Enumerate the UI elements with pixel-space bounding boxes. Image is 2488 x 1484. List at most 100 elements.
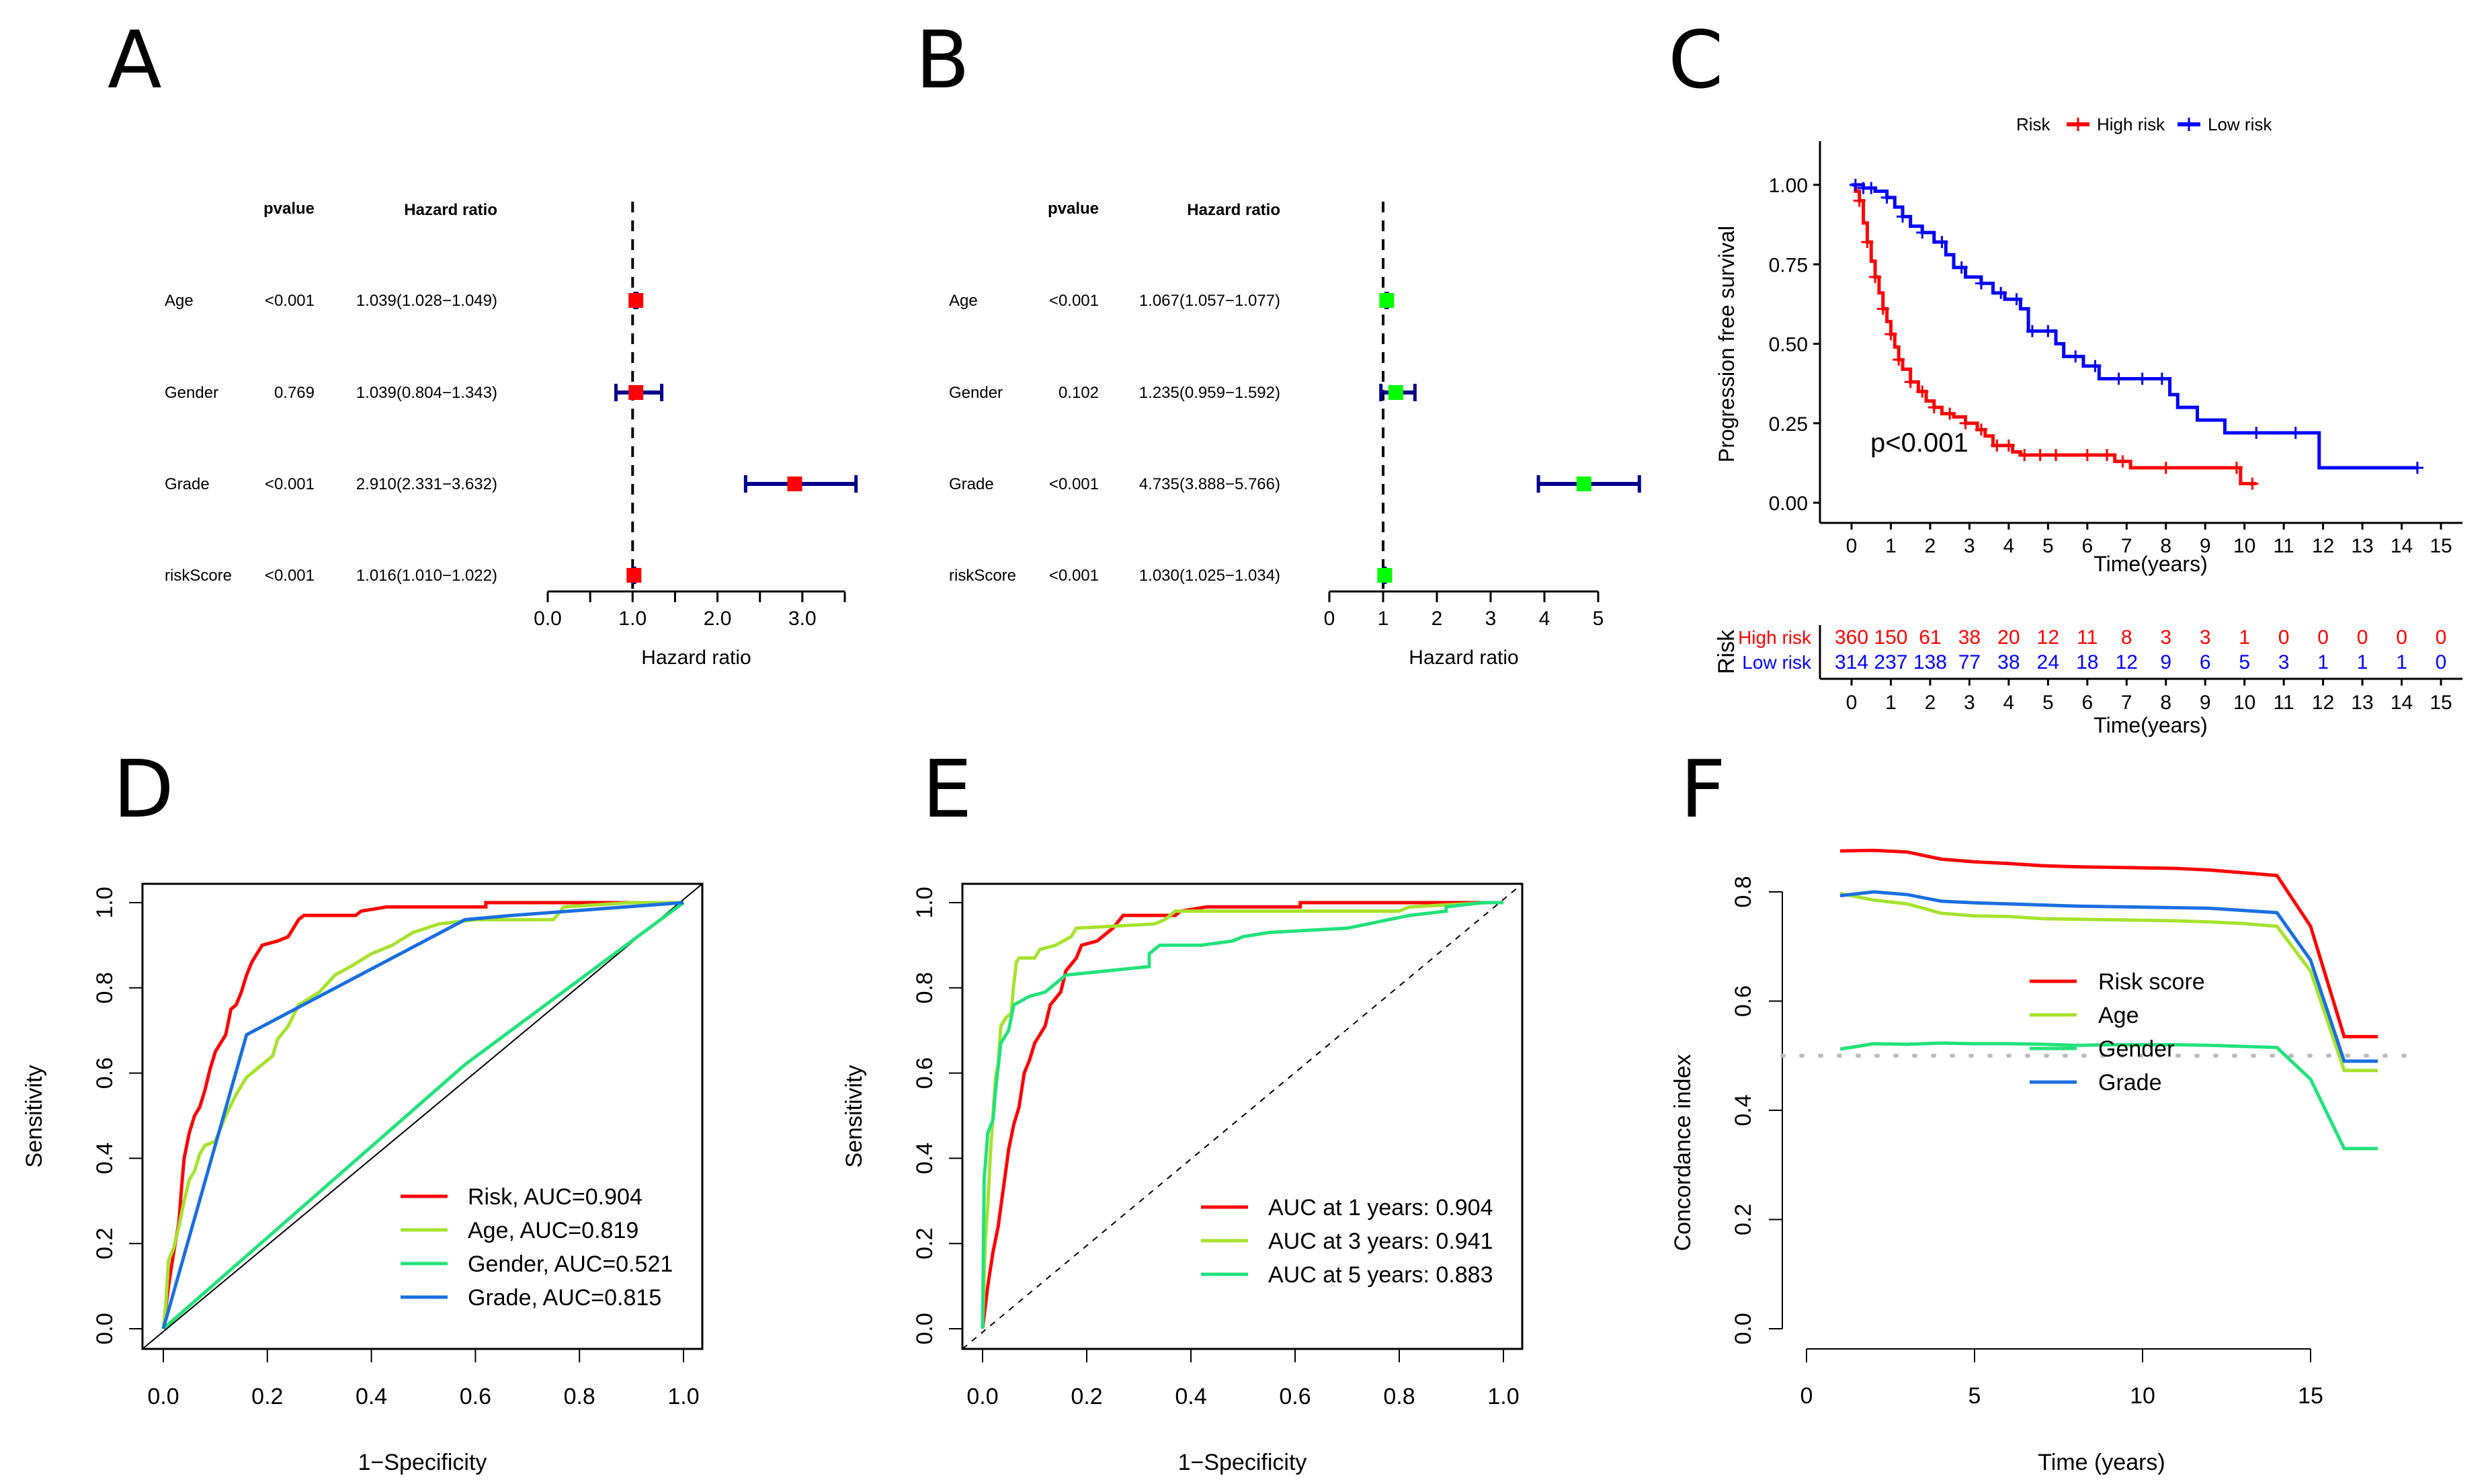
x-axis-title: Hazard ratio <box>1409 647 1518 669</box>
censor-mark <box>1944 407 1956 420</box>
x-tick-label: 0.6 <box>460 1384 491 1409</box>
roc-curve <box>161 901 683 1329</box>
hazard-ratio-box <box>1576 477 1591 491</box>
x-tick-label: 1 <box>1378 608 1389 630</box>
risk-table-count: 38 <box>1997 651 2020 673</box>
censor-mark <box>1936 236 1948 249</box>
row-pvalue: 0.769 <box>274 384 315 402</box>
censor-mark <box>2002 439 2015 452</box>
censor-mark <box>2018 449 2031 462</box>
risk-table-count: 0 <box>2278 626 2290 649</box>
diagonal-reference-line <box>962 883 1523 1350</box>
legend-label: Grade <box>2098 1070 2162 1096</box>
censor-mark <box>2411 461 2423 474</box>
censor-mark <box>1853 194 1866 207</box>
x-tick-label: 10 <box>2233 535 2255 557</box>
risk-table-count: 20 <box>1997 626 2020 649</box>
roc-curve <box>981 901 1503 1329</box>
p-value-annotation: p<0.001 <box>1870 428 1968 458</box>
legend-label: Gender <box>2098 1036 2174 1062</box>
risk-table-count: 24 <box>2037 651 2059 673</box>
plot-frame <box>141 882 704 1350</box>
y-tick-label: 0.0 <box>912 1313 938 1344</box>
censor-mark <box>1904 376 1917 388</box>
risk-table-title: Risk <box>1714 629 1739 674</box>
c-index-line <box>1839 1041 2378 1151</box>
row-pvalue: <0.001 <box>1049 292 1099 310</box>
hazard-ratio-box <box>626 568 642 583</box>
risk-table-count: 5 <box>2239 651 2250 673</box>
x-axis-title: Hazard ratio <box>641 647 751 669</box>
panel-label-b: B <box>915 13 970 106</box>
row-hazard-ratio: 1.067(1.057−1.077) <box>1139 292 1280 310</box>
x-tick-label: 10 <box>2130 1383 2155 1409</box>
row-label: Gender <box>165 384 218 402</box>
x-tick-label: 1.0 <box>1487 1384 1519 1409</box>
forest-plot-univariate: pvalue Hazard ratio Age <0.001 1.039(1.028−1… <box>165 200 858 669</box>
censor-mark <box>2010 293 2023 306</box>
row-hazard-ratio: 1.235(0.959−1.592) <box>1139 384 1280 402</box>
censor-mark <box>2101 449 2114 462</box>
censor-mark <box>1876 302 1889 315</box>
row-label: Gender <box>949 384 1003 402</box>
y-tick-label: 1.0 <box>912 887 938 918</box>
x-tick-label: 0 <box>1324 608 1335 630</box>
risk-table-count: 38 <box>1958 626 1981 649</box>
y-tick-label: 0.50 <box>1769 334 1808 356</box>
x-axis-title: 1−Specificity <box>358 1450 487 1475</box>
censor-mark <box>2250 426 2263 439</box>
row-label: Age <box>949 292 978 310</box>
hazard-ratio-box <box>1388 385 1403 400</box>
row-pvalue: <0.001 <box>265 475 315 493</box>
roc-curve <box>161 901 684 1329</box>
x-tick-label: 15 <box>2430 535 2452 557</box>
legend-label: Risk score <box>2098 969 2205 995</box>
x-tick-label: 8 <box>2160 535 2171 557</box>
risk-table-count: 3 <box>2160 626 2171 649</box>
censor-mark <box>2050 449 2063 462</box>
row-hazard-ratio: 1.030(1.025−1.034) <box>1139 567 1280 585</box>
censor-mark <box>2089 360 2102 372</box>
censor-mark <box>1975 423 1987 436</box>
x-tick-label: 4 <box>2003 535 2015 557</box>
x-tick-label: 0.2 <box>251 1384 283 1409</box>
censor-mark <box>2034 449 2046 462</box>
risk-table-count: 0 <box>2396 626 2407 649</box>
y-tick-label: 0.8 <box>912 972 938 1003</box>
risk-table-x-tick-label: 14 <box>2391 692 2413 714</box>
censor-mark <box>1884 328 1897 341</box>
panel-label-e: E <box>922 743 972 835</box>
x-tick-label: 6 <box>2081 535 2093 557</box>
y-tick-label: 0.8 <box>1731 876 1756 907</box>
censor-mark <box>2136 372 2149 385</box>
row-pvalue: 0.102 <box>1059 384 1099 402</box>
row-label: Grade <box>165 475 210 493</box>
x-tick-label: 0.0 <box>534 608 562 630</box>
hazard-ratio-box <box>1379 293 1395 308</box>
legend-label: AUC at 5 years: 0.883 <box>1268 1262 1493 1288</box>
row-label: riskScore <box>949 567 1016 585</box>
x-tick-label: 1.0 <box>618 608 647 630</box>
row-label: Grade <box>949 475 994 493</box>
censor-mark <box>1975 277 1987 290</box>
x-tick-label: 4 <box>1539 608 1550 630</box>
x-tick-label: 0.0 <box>147 1384 179 1409</box>
x-tick-label: 3.0 <box>788 608 817 630</box>
censor-mark <box>1927 401 1940 414</box>
panel-label-f: F <box>1680 743 1726 835</box>
y-tick-label: 1.00 <box>1769 175 1808 197</box>
censor-mark <box>1861 236 1874 249</box>
x-tick-label: 2 <box>1925 535 1936 557</box>
risk-table-count: 0 <box>2357 626 2368 649</box>
row-hazard-ratio: 1.039(1.028−1.049) <box>356 292 497 310</box>
risk-table-count: 360 <box>1835 626 1868 649</box>
row-pvalue: <0.001 <box>1049 475 1099 493</box>
risk-table-row-label: High risk <box>1738 627 1812 648</box>
risk-table-x-tick-label: 12 <box>2312 692 2334 714</box>
risk-table-x-tick-label: 4 <box>2003 692 2015 714</box>
x-tick-label: 1 <box>1885 535 1897 557</box>
risk-table-count: 1 <box>2357 651 2368 673</box>
risk-table-x-tick-label: 7 <box>2121 692 2132 714</box>
censor-mark <box>2230 461 2243 474</box>
